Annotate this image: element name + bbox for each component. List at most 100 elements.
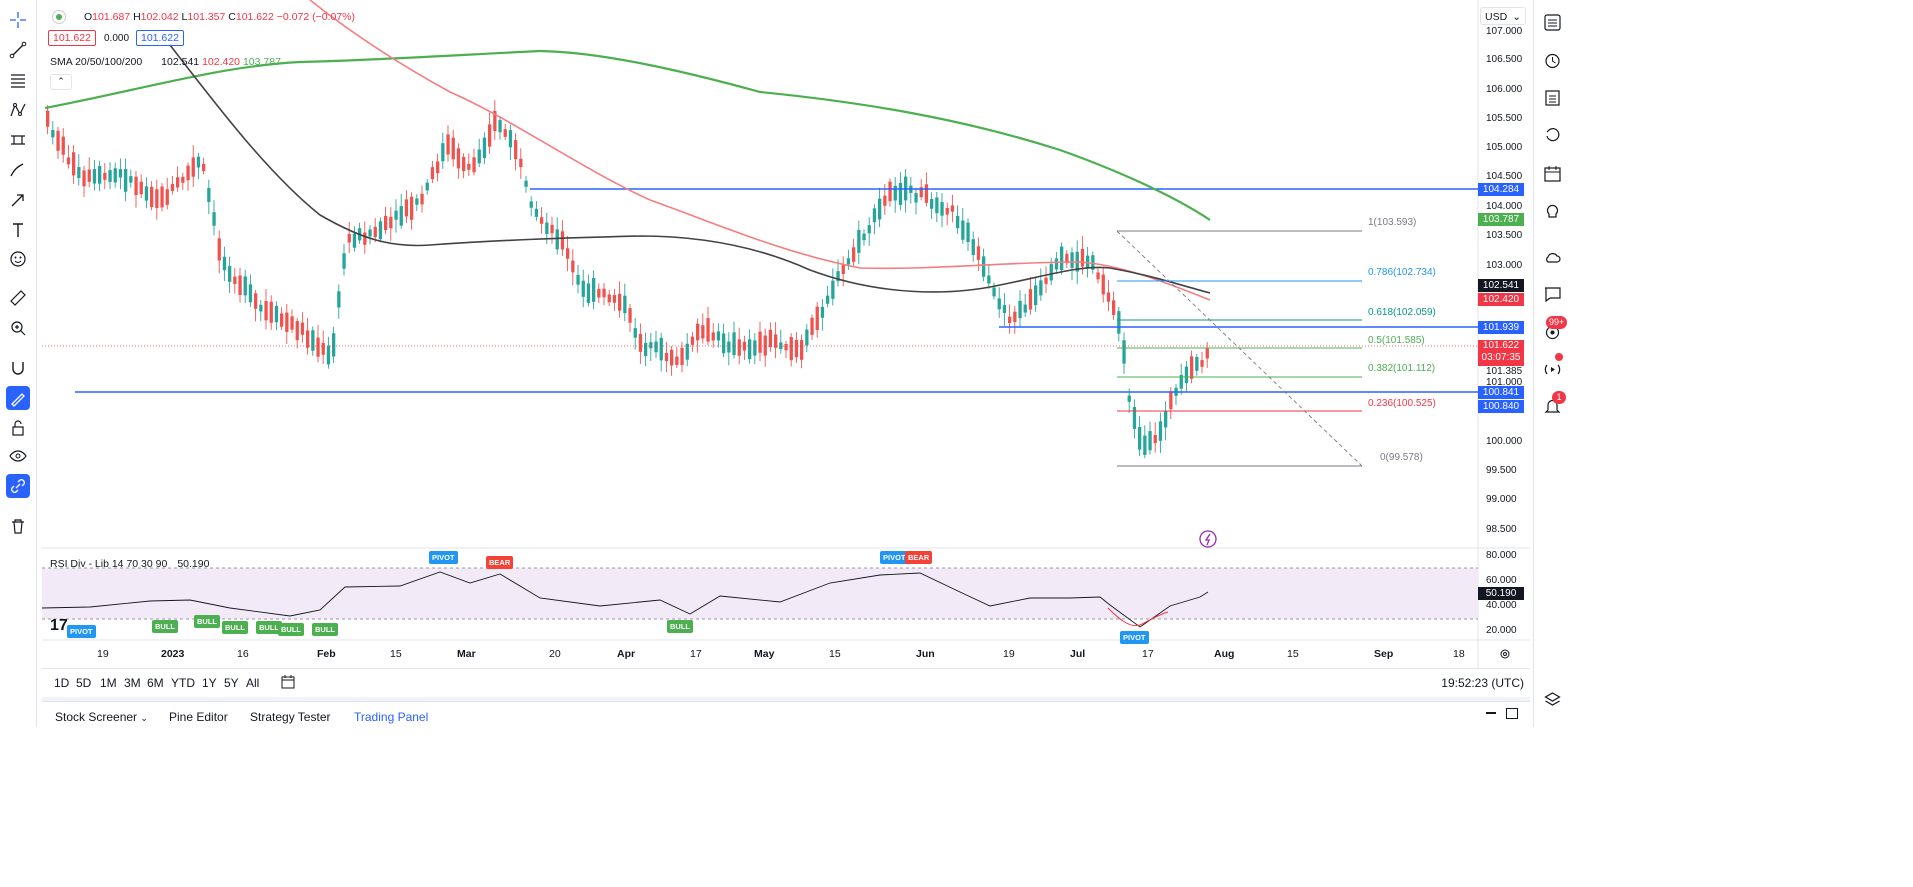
price-tick: 101.000 xyxy=(1486,377,1523,388)
fib-label: 1(103.593) xyxy=(1368,217,1417,228)
date-tick: 20 xyxy=(549,648,561,660)
bull-signal: BULL xyxy=(222,621,248,634)
chat-icon[interactable] xyxy=(1540,282,1564,306)
zoom-icon[interactable] xyxy=(6,316,30,340)
price-tick: 105.500 xyxy=(1486,113,1523,124)
crosshair-icon[interactable] xyxy=(6,8,30,32)
sma-50-line xyxy=(169,44,1211,294)
trend-line-icon[interactable] xyxy=(6,38,30,62)
bull-signal: BULL xyxy=(194,615,220,628)
cloud-icon[interactable] xyxy=(1540,245,1564,269)
fib-label: 0.5(101.585) xyxy=(1368,335,1425,346)
date-tick: 15 xyxy=(1287,648,1299,660)
panel-divider[interactable] xyxy=(42,697,1530,701)
range-5y-button[interactable]: 5Y xyxy=(224,676,239,690)
text-icon[interactable] xyxy=(6,218,30,242)
link-icon[interactable] xyxy=(6,474,30,498)
stream-dot xyxy=(1555,353,1563,361)
bear-signal: BEAR xyxy=(905,551,933,564)
chart-canvas[interactable]: 17 xyxy=(0,0,1536,668)
calendar-icon[interactable] xyxy=(1540,161,1564,185)
range-3m-button[interactable]: 3M xyxy=(124,676,141,690)
price-tick: 104.000 xyxy=(1486,201,1523,212)
rsi-band xyxy=(42,568,1478,619)
stream-icon[interactable] xyxy=(1540,357,1564,381)
date-tick: 17 xyxy=(690,648,702,660)
bid-button[interactable]: 101.622 xyxy=(48,30,96,46)
bear-signal: BEAR xyxy=(486,556,514,569)
symbol-logo xyxy=(52,10,66,24)
arrow-icon[interactable] xyxy=(6,188,30,212)
svg-text:17: 17 xyxy=(50,617,68,634)
magnet-icon[interactable] xyxy=(6,356,30,380)
tab-trading-panel[interactable]: Trading Panel xyxy=(354,710,429,724)
price-tick: 105.000 xyxy=(1486,142,1523,153)
layers-icon[interactable] xyxy=(1540,688,1564,712)
currency-select[interactable]: USD ⌄ xyxy=(1480,7,1526,25)
trash-icon[interactable] xyxy=(6,514,30,538)
lock-icon[interactable] xyxy=(6,416,30,440)
date-tick: Mar xyxy=(457,648,476,660)
ruler-icon[interactable] xyxy=(6,286,30,310)
range-1d-button[interactable]: 1D xyxy=(54,676,70,690)
pivot-signal: PIVOT xyxy=(67,625,96,638)
collapse-legend-button[interactable]: ⌃ xyxy=(50,74,72,90)
rsi-tick: 20.000 xyxy=(1486,625,1517,636)
date-range-icon[interactable] xyxy=(280,674,296,693)
price-tag-support-3: 100.840 xyxy=(1478,400,1524,413)
tab-pine-editor[interactable]: Pine Editor xyxy=(169,710,228,724)
price-tag-resistance: 104.284 xyxy=(1478,183,1524,196)
lightbulb-icon[interactable] xyxy=(1540,199,1564,223)
date-tick: 15 xyxy=(829,648,841,660)
sma-100-line xyxy=(309,0,1211,301)
price-tick: 100.000 xyxy=(1486,436,1523,447)
price-tag-support-2: 100.841 xyxy=(1478,386,1524,399)
rsi-line xyxy=(41,571,1209,628)
refresh-icon[interactable] xyxy=(1540,122,1564,146)
tab-stock-screener[interactable]: Stock Screener ⌄ xyxy=(55,710,148,724)
range-1m-button[interactable]: 1M xyxy=(100,676,117,690)
price-tag-sma50: 102.541 xyxy=(1478,279,1524,292)
brush-icon[interactable] xyxy=(6,158,30,182)
price-tick: 104.500 xyxy=(1486,171,1523,182)
bottom-panel-tabs: Stock Screener ⌄ Pine Editor Strategy Te… xyxy=(42,701,1530,728)
range-1y-button[interactable]: 1Y xyxy=(202,676,217,690)
range-6m-button[interactable]: 6M xyxy=(147,676,164,690)
date-tick: Apr xyxy=(617,648,636,660)
range-5d-button[interactable]: 5D xyxy=(76,676,92,690)
date-tick: 2023 xyxy=(161,648,185,660)
price-tick: 103.500 xyxy=(1486,230,1523,241)
price-tick: 106.500 xyxy=(1486,54,1523,65)
fib-tools-icon[interactable] xyxy=(6,68,30,92)
spread-value: 0.000 xyxy=(104,33,130,44)
price-tick: 98.500 xyxy=(1486,524,1517,535)
maximize-icon[interactable] xyxy=(1506,708,1518,719)
range-ytd-button[interactable]: YTD xyxy=(171,676,195,690)
calendar-list-icon[interactable] xyxy=(1540,85,1564,109)
notification-badge: 1 xyxy=(1552,391,1566,404)
fib-label: 0.236(100.525) xyxy=(1368,398,1436,409)
rsi-tick: 40.000 xyxy=(1486,600,1517,611)
date-tick: Feb xyxy=(317,648,336,660)
date-tick: 15 xyxy=(390,648,402,660)
rsi-legend[interactable]: RSI Div - Lib 14 70 30 90 50.190 xyxy=(50,558,210,570)
bull-signal: BULL xyxy=(278,623,304,636)
lock-drawing-icon[interactable] xyxy=(6,386,30,410)
minimize-icon[interactable] xyxy=(1486,712,1496,714)
eye-icon[interactable] xyxy=(6,444,30,468)
range-all-button[interactable]: All xyxy=(246,676,260,690)
pivot-signal: PIVOT xyxy=(429,551,458,564)
ask-button[interactable]: 101.622 xyxy=(136,30,184,46)
pivot-signal: PIVOT xyxy=(1120,631,1149,644)
emoji-icon[interactable] xyxy=(6,247,30,271)
forecast-icon[interactable] xyxy=(6,128,30,152)
sma-legend[interactable]: SMA 20/50/100/200 102.541 102.420 103.78… xyxy=(50,56,281,68)
watchlist-icon[interactable] xyxy=(1540,10,1564,34)
settings-gear-icon[interactable] xyxy=(1499,648,1511,660)
pattern-icon[interactable] xyxy=(6,98,30,122)
tab-strategy-tester[interactable]: Strategy Tester xyxy=(250,710,331,724)
price-tick: 103.000 xyxy=(1486,260,1523,271)
alarm-icon[interactable] xyxy=(1540,48,1564,72)
date-tick: 18 xyxy=(1453,648,1465,660)
clock[interactable]: 19:52:23 (UTC) xyxy=(1441,676,1524,690)
